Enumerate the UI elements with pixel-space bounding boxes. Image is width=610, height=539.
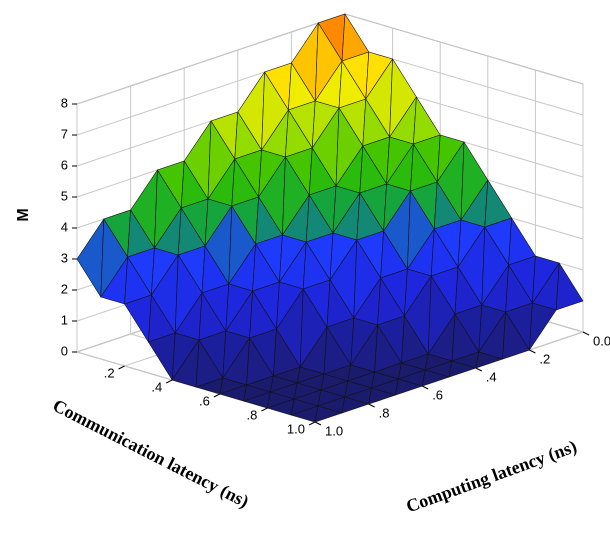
z-tick-label: 4	[61, 219, 68, 234]
y-axis-title: Communication latency (ns)	[49, 395, 252, 512]
z-tick-label: 8	[61, 95, 68, 110]
x-tick-label: .2	[539, 351, 550, 366]
y-tick-label: .2	[104, 365, 115, 380]
y-tick	[213, 393, 221, 398]
z-tick-label: 7	[61, 126, 68, 141]
z-tick-label: 0	[61, 343, 68, 358]
surface-facet	[368, 387, 396, 405]
surface-facet	[475, 351, 503, 369]
x-tick	[475, 367, 483, 372]
y-tick-label: .6	[199, 393, 210, 408]
z-tick-label: 3	[61, 250, 68, 265]
x-tick	[529, 349, 536, 354]
z-axis-title: M	[15, 208, 32, 221]
y-tick-label: 1.0	[287, 421, 305, 436]
surface-facet	[555, 262, 584, 311]
surface-facet	[314, 405, 343, 423]
x-tick-label: .4	[486, 369, 497, 384]
y-tick-label: .8	[247, 407, 258, 422]
x-tick	[421, 385, 429, 390]
x-tick-label: .6	[432, 387, 443, 402]
x-tick-label: 0.0	[593, 333, 610, 348]
x-tick	[368, 403, 375, 408]
z-tick-label: 2	[61, 281, 68, 296]
x-tick	[314, 421, 322, 426]
y-tick	[308, 421, 316, 426]
surface-facet	[529, 302, 557, 351]
y-tick	[118, 365, 125, 370]
y-tick	[165, 379, 173, 384]
surface-facet	[395, 378, 423, 396]
z-tick-label: 1	[61, 312, 68, 327]
z-tick-label: 6	[61, 157, 68, 172]
y-tick-label: .4	[151, 379, 162, 394]
y-tick	[261, 407, 268, 412]
z-tick-label: 5	[61, 188, 68, 203]
x-axis-title: Computing latency (ns)	[403, 436, 579, 517]
surface-facet	[502, 311, 530, 360]
surface-facet	[341, 396, 369, 414]
x-tick	[582, 331, 590, 336]
surface-facet	[421, 369, 450, 387]
x-tick-label: .8	[379, 405, 390, 420]
surface-facet	[448, 360, 477, 378]
x-tick-label: 1.0	[325, 423, 343, 438]
